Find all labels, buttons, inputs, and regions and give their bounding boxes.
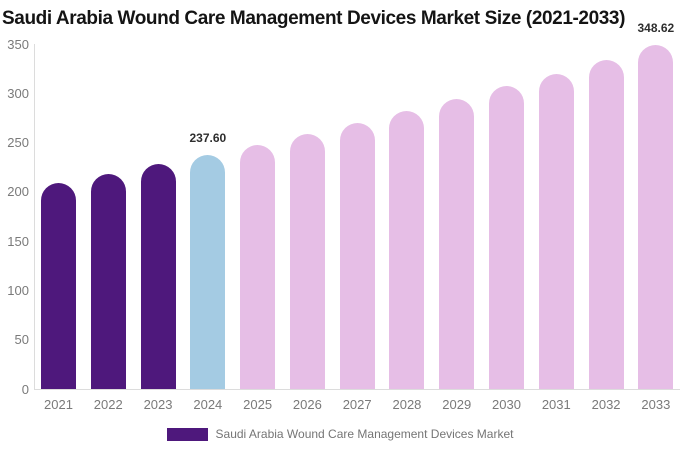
x-tick-2030: 2030	[492, 397, 521, 412]
bar-2033[interactable]	[638, 45, 674, 389]
bar-2028[interactable]	[389, 111, 425, 389]
x-tick-2026: 2026	[292, 397, 322, 412]
bar-2025[interactable]	[240, 144, 276, 389]
x-axis-line	[34, 389, 680, 390]
y-tick-300: 300	[7, 85, 29, 101]
x-tick-2028: 2028	[392, 397, 422, 412]
x-tick-2029: 2029	[442, 397, 472, 412]
x-tick-2033: 2033	[641, 397, 671, 412]
x-tick-2021: 2021	[44, 397, 73, 412]
x-tick-2031: 2031	[541, 397, 571, 412]
y-tick-200: 200	[7, 184, 29, 200]
y-tick-50: 50	[14, 332, 29, 348]
bar-2029[interactable]	[439, 99, 475, 389]
x-tick-2027: 2027	[342, 397, 372, 412]
bar-2024[interactable]	[190, 154, 226, 389]
y-tick-350: 350	[7, 36, 29, 52]
y-tick-0: 0	[21, 381, 29, 397]
x-tick-2022: 2022	[93, 397, 123, 412]
bar-2026[interactable]	[289, 133, 325, 389]
bar-2030[interactable]	[489, 86, 525, 389]
bar-2022[interactable]	[90, 174, 126, 389]
legend-label: Saudi Arabia Wound Care Management Devic…	[215, 427, 514, 441]
x-tick-2025: 2025	[243, 397, 273, 412]
bar-2031[interactable]	[538, 73, 574, 389]
legend-swatch	[166, 427, 208, 441]
x-tick-2032: 2032	[591, 397, 621, 412]
x-tick-2024: 2024	[193, 397, 223, 412]
bar-2027[interactable]	[339, 122, 375, 389]
bar-2021[interactable]	[41, 183, 76, 389]
y-axis-line	[34, 44, 35, 389]
y-tick-250: 250	[7, 135, 29, 151]
value-label-2024: 237.60	[189, 130, 227, 145]
bar-2023[interactable]	[140, 164, 176, 389]
x-tick-2023: 2023	[143, 397, 173, 412]
chart-title: Saudi Arabia Wound Care Management Devic…	[2, 8, 626, 29]
bar-2032[interactable]	[588, 59, 624, 389]
legend[interactable]: Saudi Arabia Wound Care Management Devic…	[0, 424, 680, 444]
y-tick-150: 150	[7, 233, 29, 249]
y-tick-100: 100	[7, 282, 29, 298]
value-label-2033: 348.62	[637, 21, 675, 36]
